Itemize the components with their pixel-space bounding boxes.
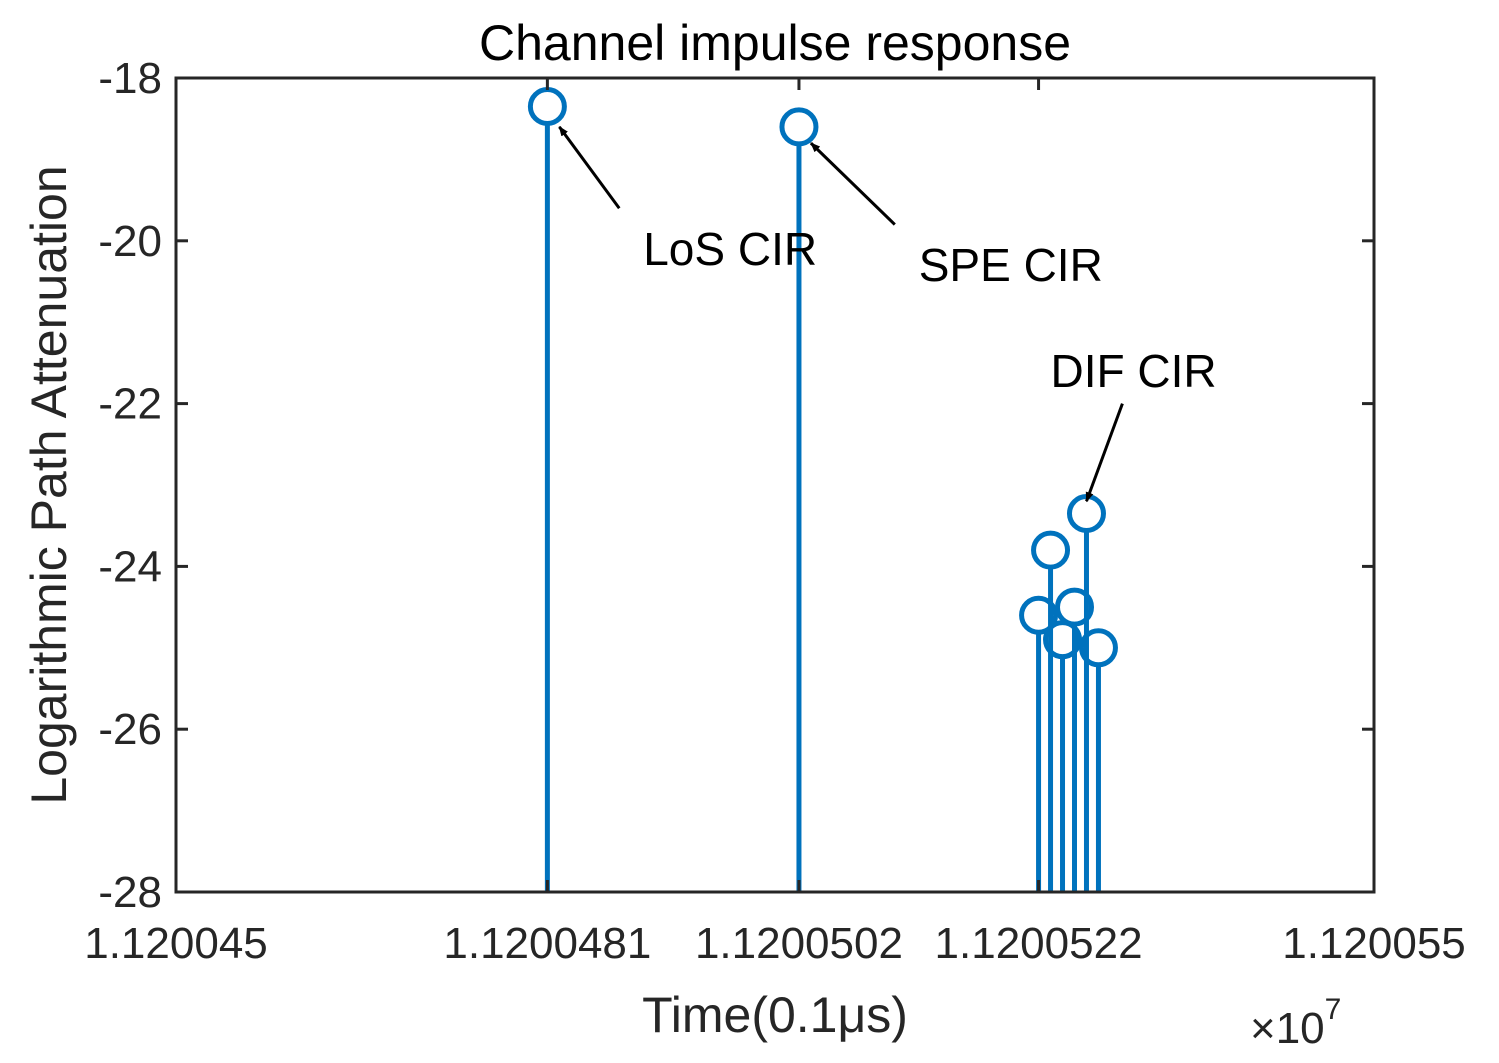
y-tick-label: -28 xyxy=(98,868,162,917)
x-axis-exponent-power: 7 xyxy=(1325,993,1342,1026)
x-tick-label: 1.120045 xyxy=(84,919,268,968)
y-tick-label: -24 xyxy=(98,542,162,591)
annotation-label: LoS CIR xyxy=(643,223,817,275)
stem-marker xyxy=(779,107,819,147)
plot-background xyxy=(176,78,1374,892)
x-tick-label: 1.1200502 xyxy=(695,919,903,968)
stem-marker xyxy=(1055,587,1094,627)
y-tick-label: -18 xyxy=(98,54,162,103)
annotation-arrow xyxy=(558,125,621,210)
stem-marker xyxy=(1019,595,1059,635)
x-axis-label: Time(0.1μs) xyxy=(642,987,908,1043)
y-tick-label: -20 xyxy=(98,217,162,266)
y-axis-ticks: -18 -20 -22 -24 -26 -28 xyxy=(98,54,1374,917)
annotation-label: SPE CIR xyxy=(919,239,1103,291)
stem-marker xyxy=(1031,530,1071,570)
annotation-arrow xyxy=(1085,403,1124,503)
x-axis-exponent: ×107 xyxy=(1250,993,1341,1053)
stem-marker xyxy=(1078,628,1118,668)
chart-title: Channel impulse response xyxy=(479,15,1071,71)
annotation-label: DIF CIR xyxy=(1051,345,1217,397)
stem-marker xyxy=(1043,620,1083,660)
x-axis-ticks: 1.120045 1.1200481 1.1200502 1.1200522 1.120… xyxy=(84,78,1466,968)
y-axis-label: Logarithmic Path Attenuation xyxy=(21,165,77,804)
x-tick-label: 1.120055 xyxy=(1282,919,1466,968)
stem-series xyxy=(527,86,1118,892)
x-axis-exponent-base: ×10 xyxy=(1250,1004,1325,1053)
plot-area-frame xyxy=(174,76,1376,894)
x-tick-label: 1.1200522 xyxy=(935,919,1143,968)
x-tick-label: 1.1200481 xyxy=(443,919,651,968)
annotations: LoS CIR SPE CIR DIF CIR xyxy=(558,125,1217,503)
y-tick-label: -26 xyxy=(98,705,162,754)
annotation-arrow xyxy=(809,142,896,226)
y-tick-label: -22 xyxy=(98,380,162,429)
